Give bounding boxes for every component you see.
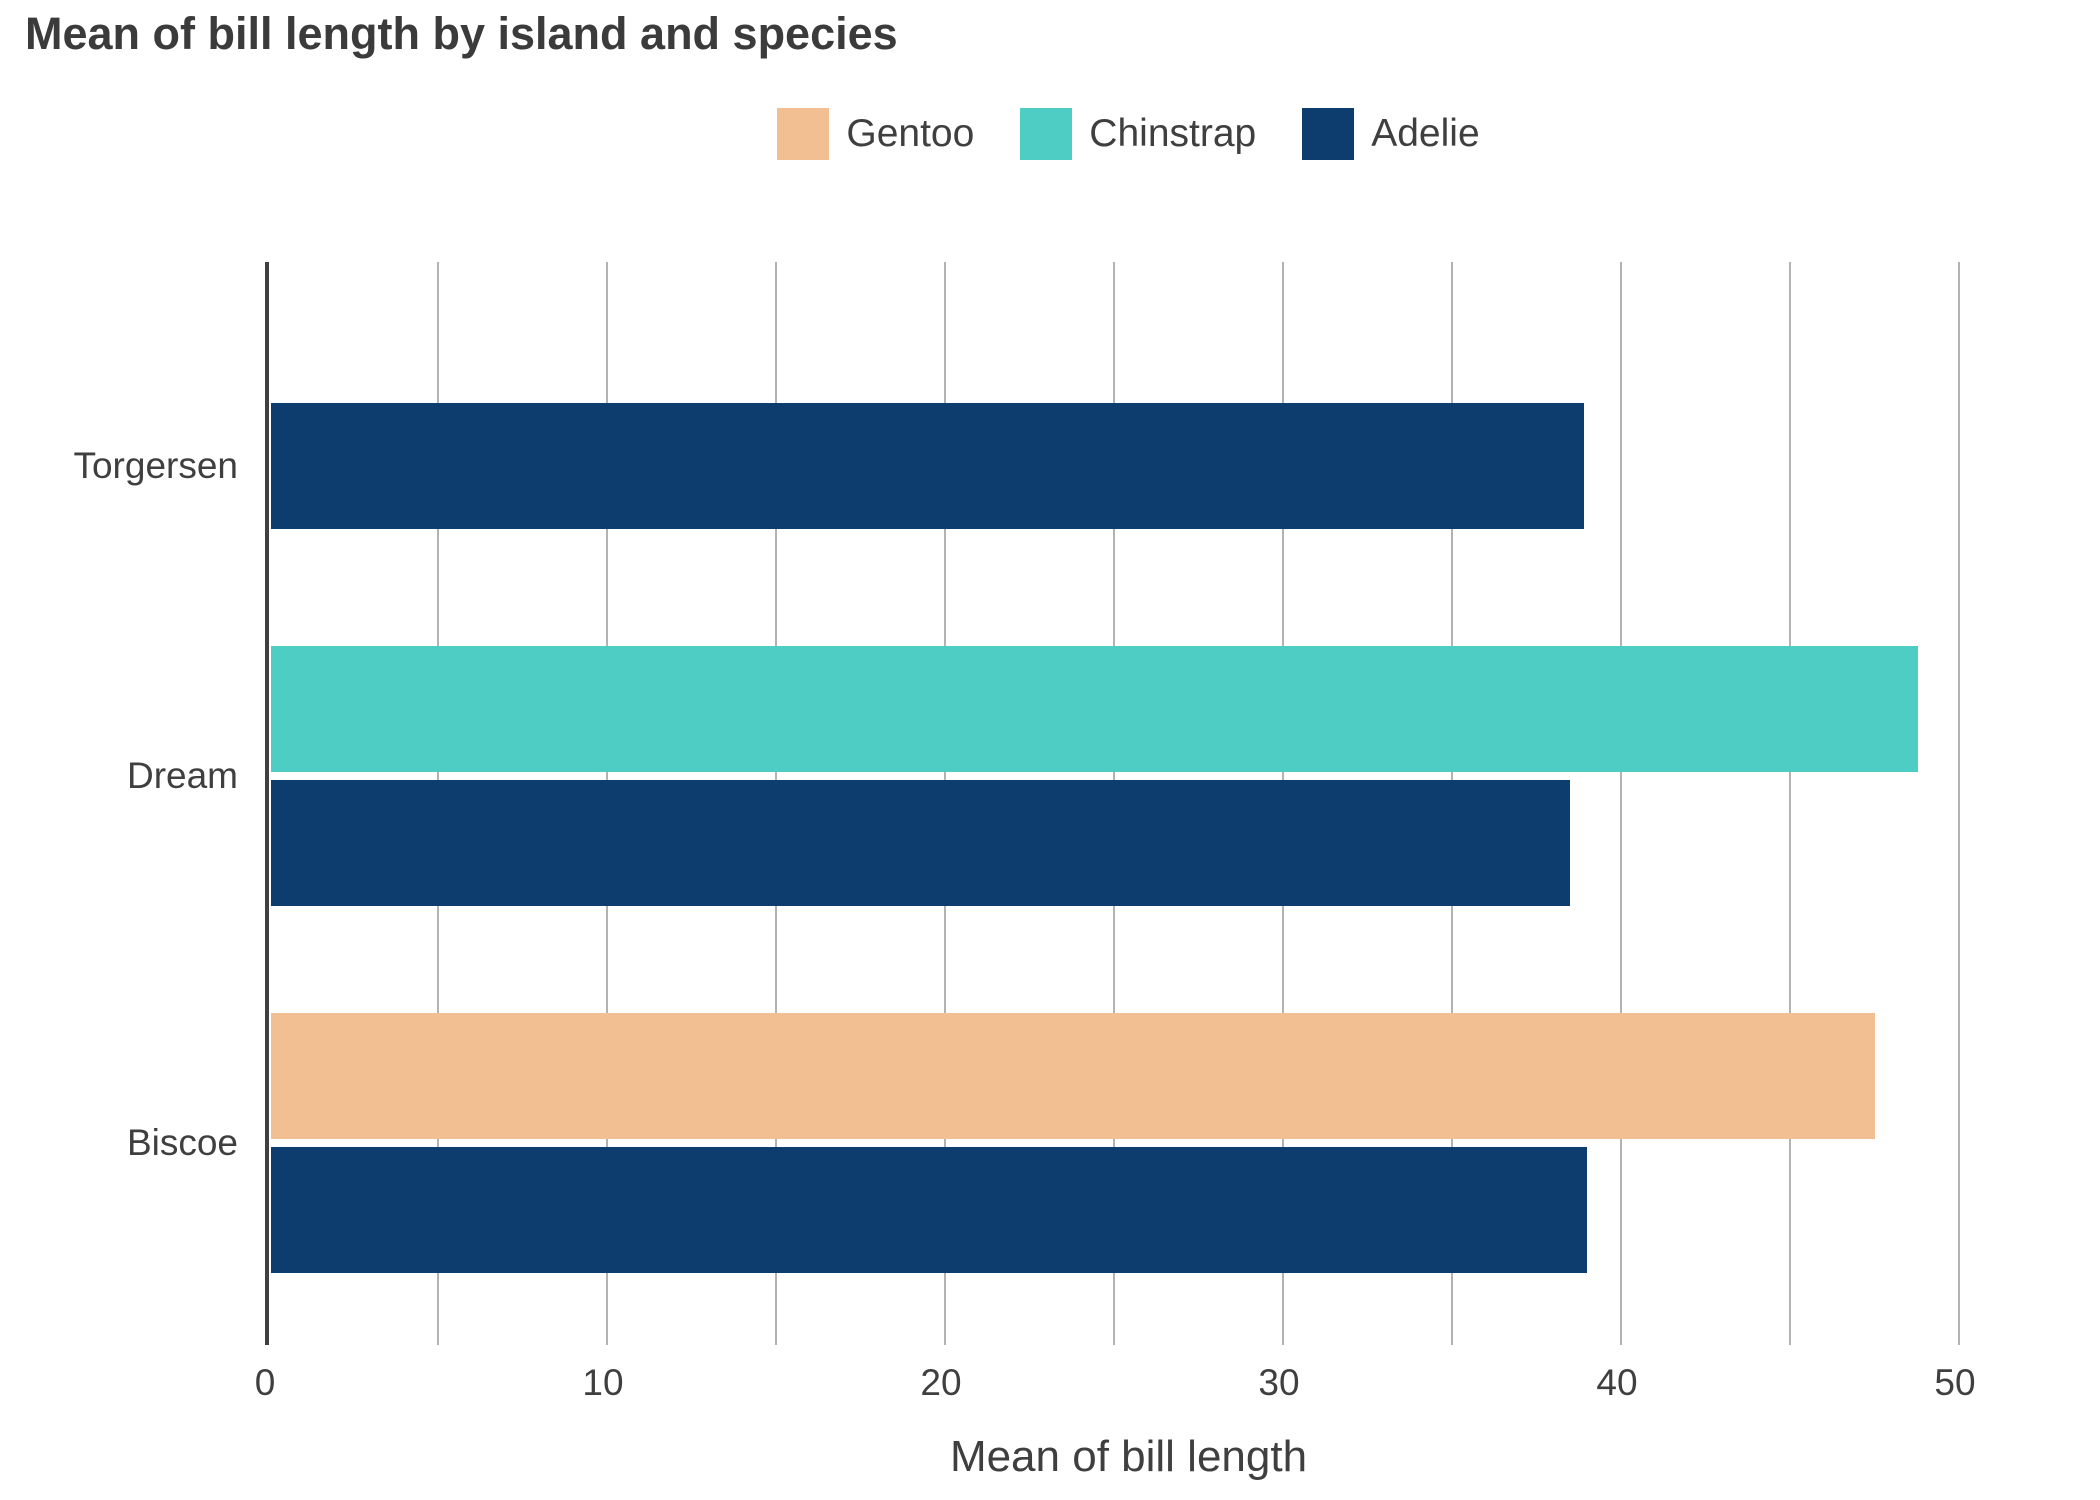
- bar-biscoe-gentoo: [271, 1013, 1875, 1139]
- legend-label-gentoo: Gentoo: [846, 112, 975, 155]
- bar-dream-adelie: [271, 780, 1571, 906]
- gridline-45: [1789, 262, 1791, 1345]
- x-tick-label-20: 20: [920, 1362, 962, 1403]
- bar-biscoe-adelie: [271, 1147, 1588, 1273]
- legend-swatch-gentoo: [777, 108, 830, 160]
- legend: Gentoo Chinstrap Adelie: [265, 98, 1992, 170]
- x-tick-label-40: 40: [1596, 1362, 1638, 1403]
- y-axis-label-biscoe: Biscoe: [126, 1122, 238, 1163]
- x-tick-label-50: 50: [1934, 1362, 1976, 1403]
- legend-label-chinstrap: Chinstrap: [1089, 112, 1257, 155]
- chart-title: Mean of bill length by island and specie…: [25, 8, 898, 59]
- gridline-50: [1958, 262, 1960, 1345]
- x-axis-title: Mean of bill length: [949, 1432, 1308, 1481]
- bar-dream-chinstrap: [271, 646, 1919, 772]
- y-axis-label-dream: Dream: [126, 755, 238, 796]
- bar-torgersen-adelie: [271, 403, 1584, 529]
- gridline-40: [1620, 262, 1622, 1345]
- legend-entry-adelie: Adelie: [1302, 108, 1480, 160]
- x-tick-label-10: 10: [582, 1362, 624, 1403]
- legend-swatch-adelie: [1302, 108, 1355, 160]
- x-tick-label-30: 30: [1258, 1362, 1300, 1403]
- legend-swatch-chinstrap: [1020, 108, 1073, 160]
- legend-entry-gentoo: Gentoo: [777, 108, 974, 160]
- plot-area: [265, 262, 1996, 1345]
- legend-entry-chinstrap: Chinstrap: [1020, 108, 1256, 160]
- x-tick-label-0: 0: [254, 1362, 276, 1403]
- legend-label-adelie: Adelie: [1371, 112, 1480, 155]
- y-axis-label-torgersen: Torgersen: [73, 445, 238, 486]
